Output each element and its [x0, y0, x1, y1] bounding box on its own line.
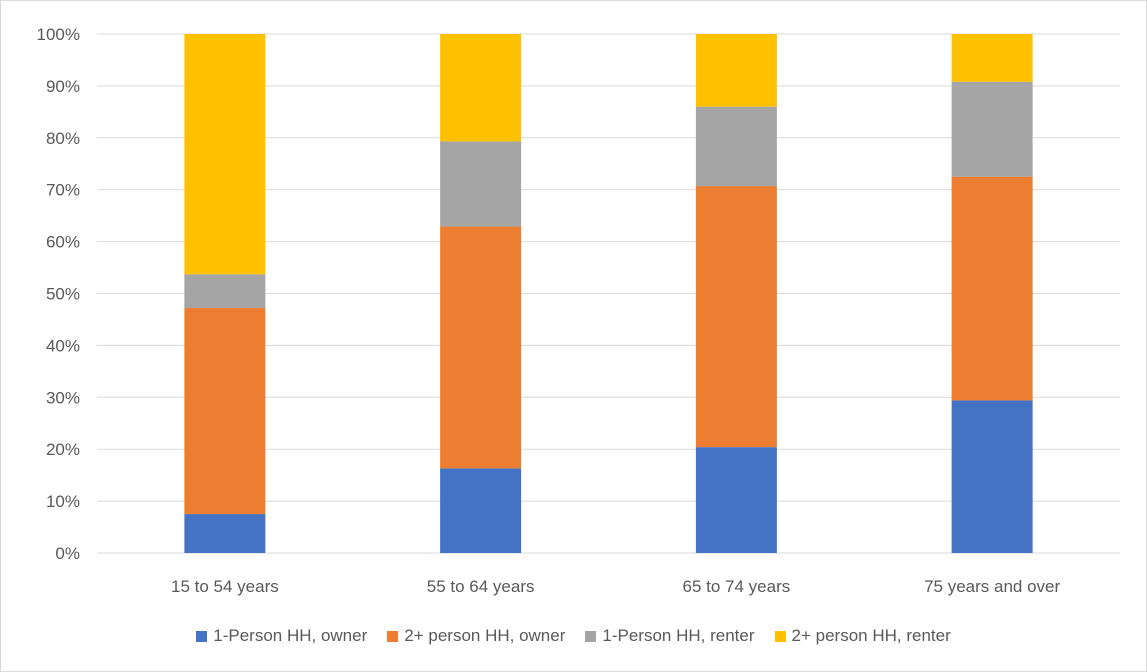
bar-segment [184, 514, 266, 553]
bars [184, 34, 1033, 553]
y-tick-label: 0% [55, 544, 80, 563]
bar-segment [440, 226, 522, 469]
bar-segment [440, 141, 522, 227]
bar-segment [440, 468, 522, 553]
y-tick-label: 100% [37, 25, 80, 44]
bar-segment [951, 34, 1033, 82]
bar-segment [951, 176, 1033, 401]
bar-segment [695, 34, 777, 107]
legend-swatch [774, 630, 786, 642]
bar-segment [184, 274, 266, 309]
x-tick-label: 65 to 74 years [683, 577, 791, 596]
y-tick-label: 40% [46, 336, 80, 355]
bar-segment [695, 106, 777, 187]
gridlines [97, 33, 1120, 554]
x-tick-label: 75 years and over [924, 577, 1060, 596]
x-tick-label: 55 to 64 years [427, 577, 535, 596]
y-tick-label: 10% [46, 492, 80, 511]
bar-segment [695, 186, 777, 448]
bar-segment [440, 34, 522, 142]
legend-label: 1-Person HH, owner [213, 626, 368, 645]
legend-label: 2+ person HH, renter [791, 626, 951, 645]
legend-item: 2+ person HH, renter [774, 626, 951, 646]
bar-segment [695, 447, 777, 553]
y-axis-ticks: 0% 10% 20% 30% 40% 50% 60% 70% 80% 90% 100% [37, 25, 80, 563]
legend-label: 1-Person HH, renter [602, 626, 755, 645]
x-tick-label: 15 to 54 years [171, 577, 279, 596]
y-tick-label: 90% [46, 77, 80, 96]
bar-segment [951, 81, 1033, 177]
y-tick-label: 20% [46, 440, 80, 459]
legend-item: 1-Person HH, owner [196, 626, 367, 646]
bar-segment [184, 34, 266, 275]
legend-swatch [387, 630, 399, 642]
legend-item: 1-Person HH, renter [585, 626, 755, 646]
y-tick-label: 70% [46, 181, 80, 200]
y-tick-label: 30% [46, 388, 80, 407]
bar-segment [951, 400, 1033, 553]
legend-swatch [585, 630, 597, 642]
legend-label: 2+ person HH, owner [404, 626, 566, 645]
bar-segment [184, 308, 266, 515]
legend-item: 2+ person HH, owner [387, 626, 565, 646]
y-tick-label: 80% [46, 129, 80, 148]
y-tick-label: 60% [46, 233, 80, 252]
x-axis-ticks: 15 to 54 years 55 to 64 years 65 to 74 yea… [171, 577, 1061, 596]
legend-swatch [196, 630, 208, 642]
legend: 1-Person HH, owner 2+ person HH, owner 1-P… [0, 626, 1147, 646]
y-tick-label: 50% [46, 285, 80, 304]
